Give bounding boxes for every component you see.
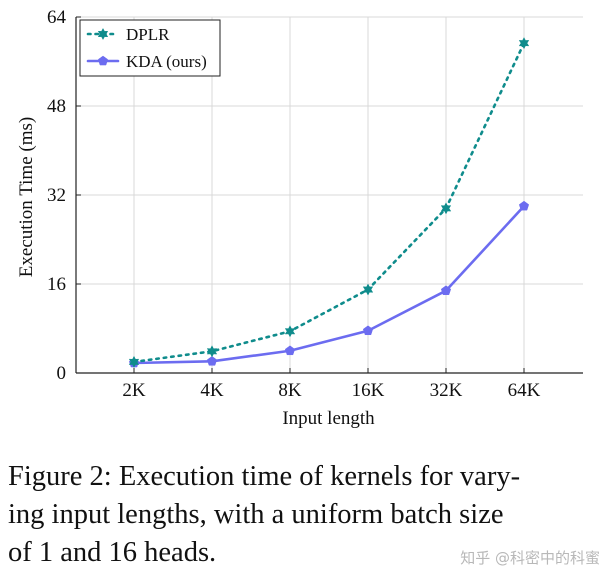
legend-marker-dplr bbox=[97, 27, 109, 41]
legend-label-dplr: DPLR bbox=[126, 25, 170, 44]
series-line-dplr bbox=[132, 41, 526, 364]
data-point-dplr bbox=[440, 202, 452, 215]
data-point-dplr bbox=[128, 355, 140, 368]
execution-time-chart: 0 16 32 48 64 2K 4K 8K 16K 32K 64K Input length Exec… bbox=[16, 7, 583, 429]
x-axis-label: Input length bbox=[282, 408, 375, 429]
caption-line-3: of 1 and 16 heads. bbox=[8, 537, 217, 568]
x-tick-label: 16K bbox=[352, 380, 385, 401]
data-point-dplr bbox=[362, 283, 374, 296]
legend-marker-kda-ours bbox=[97, 55, 109, 66]
y-tick-label: 0 bbox=[57, 363, 67, 384]
y-axis-label: Execution Time (ms) bbox=[16, 117, 37, 277]
x-tick-label: 32K bbox=[430, 380, 463, 401]
data-point-kda-ours bbox=[518, 200, 530, 211]
data-point-kda-ours bbox=[206, 356, 218, 366]
watermark: 知乎 @科密中的科蜜 bbox=[460, 549, 600, 567]
axes: 0 16 32 48 64 2K 4K 8K 16K 32K 64K Input length Exec… bbox=[16, 7, 583, 429]
caption-line-1: Figure 2: Execution time of kernels for … bbox=[8, 461, 521, 492]
x-tick-label: 64K bbox=[508, 380, 541, 401]
legend: DPLR KDA (ours) bbox=[79, 19, 221, 77]
data-point-kda-ours bbox=[440, 285, 452, 295]
y-tick-label: 48 bbox=[47, 96, 66, 117]
series-dplr bbox=[128, 37, 530, 368]
series-line-kda-ours bbox=[132, 204, 526, 365]
x-tick-label: 2K bbox=[122, 380, 146, 401]
y-tick-label: 16 bbox=[47, 274, 66, 295]
legend-label-kda-ours: KDA (ours) bbox=[126, 52, 207, 71]
data-point-kda-ours bbox=[284, 345, 296, 356]
x-tick-label: 8K bbox=[278, 380, 302, 401]
data-point-dplr bbox=[284, 325, 296, 338]
data-point-dplr bbox=[206, 345, 218, 358]
y-tick-label: 64 bbox=[47, 7, 67, 28]
x-tick-label: 4K bbox=[200, 380, 224, 401]
figure-caption: Figure 2: Execution time of kernels for … bbox=[8, 458, 606, 572]
y-tick-label: 32 bbox=[47, 185, 66, 206]
data-point-kda-ours bbox=[362, 325, 374, 336]
caption-line-2: ing input lengths, with a uniform batch … bbox=[8, 499, 504, 530]
data-point-dplr bbox=[518, 37, 530, 50]
series-layer bbox=[128, 37, 530, 368]
